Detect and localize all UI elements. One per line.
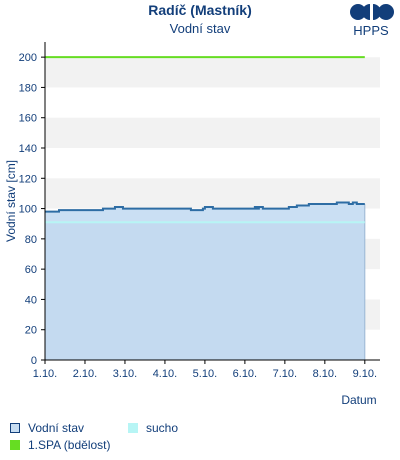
legend-item-sucho[interactable]: sucho xyxy=(128,421,178,435)
legend-item-spa[interactable]: 1.SPA (bdělost) xyxy=(10,438,111,452)
legend-label-spa: 1.SPA (bdělost) xyxy=(28,438,111,452)
series-vodni-stav-line xyxy=(45,201,365,213)
grid-band xyxy=(45,57,380,88)
x-tick-label: 7.10. xyxy=(273,368,297,380)
chart-title: Radíč (Mastník) xyxy=(148,2,252,18)
x-tick-label: 4.10. xyxy=(153,368,177,380)
grid-band xyxy=(45,117,380,148)
chart-subtitle: Vodní stav xyxy=(169,21,231,36)
legend-item-vodni-stav[interactable]: Vodní stav xyxy=(10,421,84,435)
logo-text: HPPS xyxy=(353,23,389,38)
y-tick-label: 120 xyxy=(19,173,37,185)
series-vodni-stav-area xyxy=(45,202,365,360)
y-tick-label: 160 xyxy=(19,113,37,125)
series-vodni-stav-lower-shade xyxy=(45,222,365,360)
x-tick-label: 5.10. xyxy=(193,368,217,380)
y-tick-label: 60 xyxy=(25,264,37,276)
x-tick-label: 3.10. xyxy=(113,368,137,380)
legend-label-vodni-stav: Vodní stav xyxy=(28,421,85,435)
legend-label-sucho: sucho xyxy=(146,421,179,435)
legend-swatch-spa xyxy=(10,440,20,450)
y-tick-label: 140 xyxy=(19,143,37,155)
legend-swatch-sucho xyxy=(128,423,138,433)
y-tick-label: 200 xyxy=(19,52,37,64)
y-tick-label: 100 xyxy=(19,204,37,216)
hpps-logo: HPPS xyxy=(346,4,400,44)
legend-swatch-vodni-stav xyxy=(10,423,20,433)
y-tick-label: 40 xyxy=(25,294,37,306)
y-axis-label: Vodní stav [cm] xyxy=(4,160,18,242)
y-tick-label: 0 xyxy=(31,355,37,367)
y-tick-label: 20 xyxy=(25,325,37,337)
x-tick-label: 2.10. xyxy=(73,368,97,380)
x-axis-label: Datum xyxy=(341,393,376,407)
y-tick-label: 80 xyxy=(25,234,37,246)
x-tick-label: 6.10. xyxy=(233,368,257,380)
x-tick-label: 1.10. xyxy=(33,368,57,380)
hpps-logo-icon xyxy=(350,4,394,20)
grid-band-top xyxy=(45,42,380,58)
y-tick-label: 180 xyxy=(19,82,37,94)
x-tick-label: 9.10. xyxy=(353,368,377,380)
x-tick-label: 8.10. xyxy=(313,368,337,380)
